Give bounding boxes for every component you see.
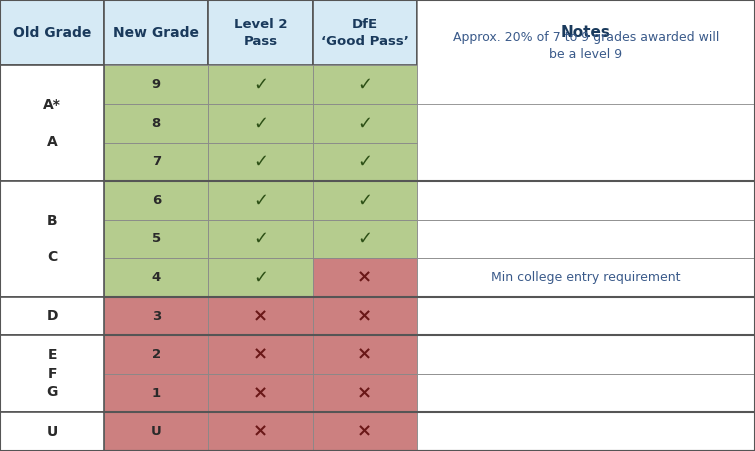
Text: A*

A: A* A xyxy=(43,98,61,149)
Text: 6: 6 xyxy=(152,194,161,207)
Text: Notes: Notes xyxy=(561,25,611,40)
Bar xyxy=(417,0,755,65)
Bar xyxy=(0,181,104,297)
Text: Min college entry requirement: Min college entry requirement xyxy=(492,271,680,284)
Bar xyxy=(104,104,208,143)
Text: ×: × xyxy=(357,345,372,364)
Bar xyxy=(104,412,208,451)
Text: ✓: ✓ xyxy=(357,76,372,94)
Bar xyxy=(417,412,755,451)
Text: U: U xyxy=(47,425,57,439)
Bar xyxy=(313,374,417,412)
Text: 5: 5 xyxy=(152,232,161,245)
Bar xyxy=(208,258,313,297)
Bar xyxy=(208,335,313,374)
Text: 2: 2 xyxy=(152,348,161,361)
Text: ✓: ✓ xyxy=(253,230,268,248)
Text: ✓: ✓ xyxy=(253,153,268,171)
Bar xyxy=(417,335,755,374)
Text: 7: 7 xyxy=(152,155,161,168)
Bar xyxy=(104,65,208,104)
Bar xyxy=(313,65,417,104)
Bar xyxy=(208,104,313,143)
Bar xyxy=(313,297,417,335)
Bar xyxy=(104,143,208,181)
Bar xyxy=(104,297,208,335)
Text: ×: × xyxy=(357,307,372,325)
Bar xyxy=(208,181,313,220)
Bar xyxy=(208,0,313,65)
Bar xyxy=(313,412,417,451)
Bar xyxy=(313,181,417,220)
Bar xyxy=(104,335,208,374)
Text: ✓: ✓ xyxy=(357,230,372,248)
Bar xyxy=(104,220,208,258)
Text: B

C: B C xyxy=(47,213,57,264)
Text: 4: 4 xyxy=(152,271,161,284)
Text: ✓: ✓ xyxy=(253,191,268,209)
Bar xyxy=(104,181,208,220)
Bar xyxy=(417,220,755,258)
Bar xyxy=(417,297,755,335)
Text: ×: × xyxy=(253,384,268,402)
Text: ✓: ✓ xyxy=(253,114,268,132)
Text: Old Grade: Old Grade xyxy=(13,26,91,40)
Bar xyxy=(313,335,417,374)
Bar xyxy=(208,220,313,258)
Text: ✓: ✓ xyxy=(253,268,268,286)
Text: ✓: ✓ xyxy=(357,153,372,171)
Bar xyxy=(104,0,208,65)
Bar xyxy=(417,374,755,412)
Bar xyxy=(313,258,417,297)
Bar xyxy=(208,374,313,412)
Bar xyxy=(0,412,104,451)
Text: New Grade: New Grade xyxy=(113,26,199,40)
Text: ×: × xyxy=(253,307,268,325)
Text: U: U xyxy=(151,425,162,438)
Bar xyxy=(417,0,755,104)
Bar xyxy=(313,220,417,258)
Bar xyxy=(208,143,313,181)
Bar xyxy=(0,336,104,412)
Bar xyxy=(313,143,417,181)
Text: ✓: ✓ xyxy=(253,76,268,94)
Bar xyxy=(104,258,208,297)
Text: DfE
‘Good Pass’: DfE ‘Good Pass’ xyxy=(321,18,408,48)
Bar xyxy=(417,258,755,297)
Text: 9: 9 xyxy=(152,78,161,91)
Bar xyxy=(208,412,313,451)
Bar xyxy=(313,104,417,143)
Bar xyxy=(313,0,417,65)
Text: ×: × xyxy=(357,268,372,286)
Bar xyxy=(0,0,104,65)
Bar xyxy=(0,297,104,335)
Text: 3: 3 xyxy=(152,309,161,322)
Text: Approx. 20% of 7 to 9 grades awarded will
be a level 9: Approx. 20% of 7 to 9 grades awarded wil… xyxy=(453,31,719,61)
Text: E
F
G: E F G xyxy=(46,349,58,399)
Bar xyxy=(208,65,313,104)
Text: ×: × xyxy=(253,423,268,441)
Bar xyxy=(0,65,104,181)
Text: ✓: ✓ xyxy=(357,191,372,209)
Text: 1: 1 xyxy=(152,387,161,400)
Text: ✓: ✓ xyxy=(357,114,372,132)
Bar xyxy=(104,374,208,412)
Text: ×: × xyxy=(357,423,372,441)
Text: ×: × xyxy=(357,384,372,402)
Text: ×: × xyxy=(253,345,268,364)
Bar xyxy=(417,181,755,220)
Text: D: D xyxy=(46,309,58,323)
Text: Level 2
Pass: Level 2 Pass xyxy=(234,18,287,48)
Text: 8: 8 xyxy=(152,117,161,130)
Bar xyxy=(208,297,313,335)
